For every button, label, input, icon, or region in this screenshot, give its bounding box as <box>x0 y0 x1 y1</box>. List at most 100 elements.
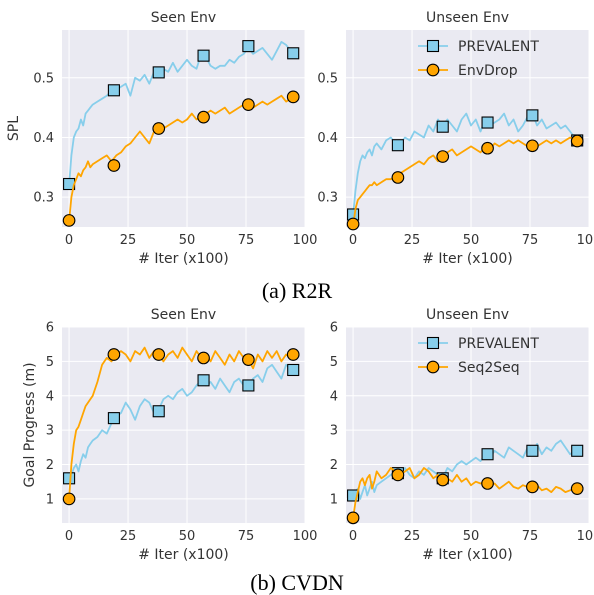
square-marker <box>526 109 539 122</box>
y-tick-label: 3 <box>330 424 338 439</box>
square-marker <box>287 47 300 60</box>
x-tick-label: 50 <box>463 233 480 248</box>
series-envdrop <box>62 90 300 227</box>
y-tick-label: 6 <box>330 321 338 336</box>
series-prevalent <box>347 109 584 221</box>
square-marker <box>63 472 76 485</box>
circle-marker <box>526 139 539 153</box>
x-axis-label: # Iter (x100) <box>138 251 229 267</box>
series-line <box>68 346 294 499</box>
legend-label: Seq2Seq <box>458 360 520 376</box>
square-marker <box>107 412 120 425</box>
y-axis-label: SPL <box>6 116 22 141</box>
circle-marker <box>152 348 166 361</box>
y-tick-label: 4 <box>330 389 338 404</box>
series-line <box>68 41 294 186</box>
square-marker <box>436 120 449 133</box>
square-marker <box>197 49 210 62</box>
series-line <box>68 363 294 479</box>
series-prevalent <box>63 363 300 485</box>
x-tick-label: 75 <box>522 233 539 248</box>
x-axis-label: # Iter (x100) <box>422 547 513 563</box>
x-tick-label: 75 <box>522 529 539 544</box>
circle-marker <box>107 159 121 172</box>
square-marker <box>242 379 255 392</box>
circle-marker <box>570 482 584 495</box>
panel-cvdn-seen: 0 25 50 75 100 1 2 3 4 5 6 Seen Env # Iter (x100) Goa… <box>22 307 317 563</box>
legend-label: EnvDrop <box>458 63 518 79</box>
circle-marker <box>107 348 121 361</box>
x-tick-label: 0 <box>65 233 73 248</box>
y-tick-label: 5 <box>330 355 338 370</box>
x-tick-label: 50 <box>179 233 196 248</box>
circle-marker <box>481 477 494 490</box>
circle-marker <box>481 141 494 155</box>
y-tick-label: 0.5 <box>317 71 338 86</box>
y-tick-label: 0.3 <box>33 191 54 206</box>
circle-marker <box>152 122 166 135</box>
circle-marker <box>286 348 300 361</box>
x-tick-label: 75 <box>238 233 255 248</box>
caption-cvdn: (b) CVDN <box>250 570 344 595</box>
series-seq2seq <box>62 346 300 506</box>
square-marker <box>107 84 120 97</box>
series-line <box>352 112 578 216</box>
circle-marker <box>286 90 300 104</box>
x-tick-label: 75 <box>238 529 255 544</box>
circle-marker <box>62 214 76 227</box>
series-envdrop <box>346 134 584 231</box>
x-tick-label: 100 <box>293 233 318 248</box>
circle-marker <box>346 511 360 525</box>
square-marker <box>152 405 165 418</box>
plot-background <box>346 327 589 523</box>
circle-marker <box>391 171 405 184</box>
panel-cvdn-unseen: 0 25 50 75 100 1 2 3 4 5 6 Unseen Env # Iter (x100) P… <box>330 307 594 563</box>
x-tick-label: 100 <box>577 529 594 544</box>
x-tick-label: 0 <box>349 233 357 248</box>
y-tick-label: 3 <box>46 424 54 439</box>
x-tick-label: 100 <box>293 529 318 544</box>
legend-circle-marker <box>426 360 440 374</box>
panel-title: Seen Env <box>151 307 216 323</box>
circle-marker <box>197 110 210 124</box>
panel-r2r-seen: 0 25 50 75 100 0.3 0.4 0.5 Seen Env # Iter (x100)… <box>6 10 317 267</box>
square-marker <box>481 116 494 129</box>
square-marker <box>571 444 584 457</box>
square-marker <box>526 444 539 457</box>
circle-marker <box>391 468 405 482</box>
y-axis-label: Goal Progress (m) <box>22 362 38 487</box>
circle-marker <box>242 353 255 367</box>
series-prevalent <box>63 40 300 191</box>
panel-title: Unseen Env <box>426 307 509 323</box>
series-seq2seq <box>346 467 584 525</box>
y-tick-label: 1 <box>46 492 54 507</box>
legend: PREVALENT EnvDrop <box>418 39 539 79</box>
circle-marker <box>436 150 450 163</box>
square-marker <box>287 363 300 377</box>
y-tick-label: 5 <box>46 355 54 370</box>
legend-circle-marker <box>426 63 440 77</box>
circle-marker <box>197 351 210 365</box>
circle-marker <box>242 98 255 111</box>
panel-title: Unseen Env <box>426 10 509 26</box>
square-marker <box>152 66 165 79</box>
panel-title: Seen Env <box>151 10 216 26</box>
y-tick-label: 0.5 <box>33 71 54 86</box>
x-tick-label: 100 <box>577 233 594 248</box>
y-tick-label: 0.4 <box>317 131 338 146</box>
x-tick-label: 25 <box>120 233 137 248</box>
circle-marker <box>570 134 584 148</box>
caption-r2r: (a) R2R <box>262 278 333 303</box>
x-tick-label: 50 <box>463 529 480 544</box>
x-tick-label: 50 <box>179 529 196 544</box>
circle-marker <box>62 492 76 506</box>
square-marker <box>242 40 255 53</box>
x-tick-label: 0 <box>65 529 73 544</box>
x-tick-label: 0 <box>349 529 357 544</box>
legend-square-marker <box>426 336 440 350</box>
x-tick-label: 25 <box>120 529 137 544</box>
y-tick-label: 0.3 <box>317 191 338 206</box>
legend-label: PREVALENT <box>458 336 539 352</box>
panel-r2r-unseen: 0 25 50 75 100 0.3 0.4 0.5 Unseen Env # Iter (x10… <box>317 10 594 267</box>
